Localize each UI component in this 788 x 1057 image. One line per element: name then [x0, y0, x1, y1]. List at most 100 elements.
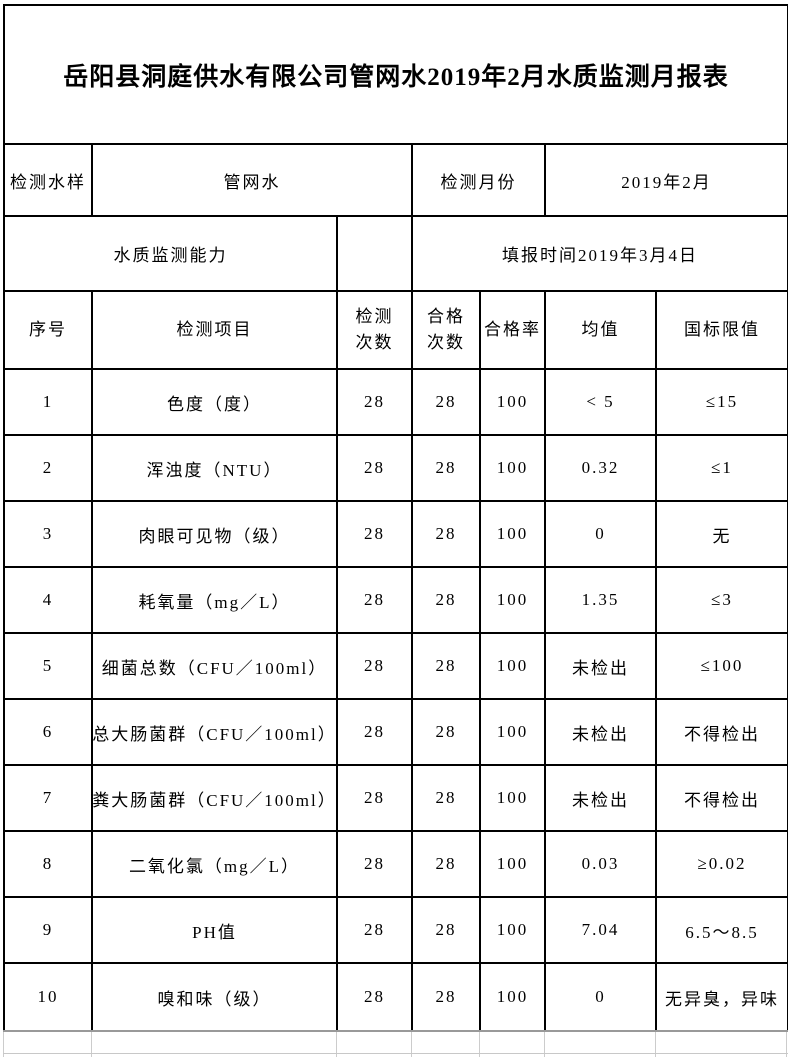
cell-mean: 未检出: [546, 766, 657, 830]
cell-test-count: 28: [338, 700, 413, 764]
cell-limit: ≥0.02: [697, 854, 747, 873]
month-value-cell: 2019年2月: [621, 172, 712, 192]
table-row: 3 肉眼可见物（级） 28 28 100 0 无: [5, 502, 787, 568]
col-header-pass-rate: 合格率: [481, 292, 546, 368]
gridline: [3, 1053, 788, 1054]
cell-index: 8: [5, 832, 93, 896]
report-time-cell: 填报时间2019年3月4日: [502, 246, 698, 265]
cell-pass-rate: 100: [481, 370, 546, 434]
cell-pass-rate: 100: [481, 634, 546, 698]
cell-limit: 不得检出: [684, 790, 760, 810]
table-row: 10 嗅和味（级） 28 28 100 0 无异臭，异味: [5, 964, 787, 1030]
report-table: 岳阳县洞庭供水有限公司管网水2019年2月水质监测月报表 检测水样 管网水 检测…: [3, 4, 788, 1032]
cell-index: 9: [5, 898, 93, 962]
cell-pass-rate: 100: [481, 964, 546, 1030]
cell-item: 色度（度）: [93, 370, 338, 434]
cell-test-count: 28: [338, 502, 413, 566]
gridline: [786, 1032, 787, 1057]
cell-pass-count: 28: [413, 568, 481, 632]
gridline: [3, 1032, 4, 1057]
cell-pass-count: 28: [413, 436, 481, 500]
cell-pass-rate: 100: [481, 502, 546, 566]
cell-item: 细菌总数（CFU／100ml）: [93, 634, 338, 698]
cell-index: 7: [5, 766, 93, 830]
cell-mean: 0: [546, 964, 657, 1030]
gridline: [544, 1032, 545, 1057]
empty-cell: [338, 217, 413, 290]
cell-pass-count: 28: [413, 898, 481, 962]
table-row: 1 色度（度） 28 28 100 < 5 ≤15: [5, 370, 787, 436]
cell-pass-count: 28: [413, 370, 481, 434]
cell-item: 浑浊度（NTU）: [93, 436, 338, 500]
cell-mean: < 5: [546, 370, 657, 434]
cell-item: 耗氧量（mg／L）: [93, 568, 338, 632]
cell-pass-count: 28: [413, 964, 481, 1030]
capability-label-cell: 水质监测能力: [5, 217, 338, 290]
column-header-row: 序号 检测项目 检测 次数 合格 次数 合格率 均值 国标限值: [5, 292, 787, 370]
cell-test-count: 28: [338, 370, 413, 434]
col-header-mean: 均值: [546, 292, 657, 368]
page-title: 岳阳县洞庭供水有限公司管网水2019年2月水质监测月报表: [63, 63, 729, 91]
cell-limit: ≤3: [711, 590, 733, 609]
cell-index: 5: [5, 634, 93, 698]
cell-limit: 6.5～8.5: [685, 922, 759, 942]
cell-limit: 无异臭，异味: [665, 989, 779, 1009]
table-row: 6 总大肠菌群（CFU／100ml） 28 28 100 未检出 不得检出: [5, 700, 787, 766]
cell-mean: 1.35: [546, 568, 657, 632]
sample-month-row: 检测水样 管网水 检测月份 2019年2月: [5, 145, 787, 217]
cell-item: 嗅和味（级）: [93, 964, 338, 1030]
capability-row: 水质监测能力 填报时间2019年3月4日: [5, 217, 787, 292]
title-row: 岳阳县洞庭供水有限公司管网水2019年2月水质监测月报表: [5, 6, 787, 145]
cell-test-count: 28: [338, 898, 413, 962]
month-label-cell: 检测月份: [413, 145, 546, 215]
gridline: [655, 1032, 656, 1057]
col-header-pass-count: 合格 次数: [413, 292, 481, 368]
cell-limit: 不得检出: [684, 724, 760, 744]
gridline: [479, 1032, 480, 1057]
cell-item: 粪大肠菌群（CFU／100ml）: [92, 766, 338, 830]
cell-test-count: 28: [338, 436, 413, 500]
cell-index: 6: [5, 700, 93, 764]
cell-limit: 无: [712, 526, 732, 546]
cell-mean: 0.32: [546, 436, 657, 500]
col-header-test-count: 检测 次数: [338, 292, 413, 368]
cell-item: 总大肠菌群（CFU／100ml）: [92, 700, 338, 764]
cell-index: 2: [5, 436, 93, 500]
cell-item: PH值: [93, 898, 338, 962]
cell-item: 肉眼可见物（级）: [93, 502, 338, 566]
cell-mean: 0: [546, 502, 657, 566]
table-row: 9 PH值 28 28 100 7.04 6.5～8.5: [5, 898, 787, 964]
cell-test-count: 28: [338, 766, 413, 830]
cell-limit: ≤1: [711, 458, 733, 477]
sample-label-cell: 检测水样: [5, 145, 93, 215]
cell-pass-rate: 100: [481, 766, 546, 830]
cell-test-count: 28: [338, 964, 413, 1030]
table-row: 8 二氧化氯（mg／L） 28 28 100 0.03 ≥0.02: [5, 832, 787, 898]
cell-test-count: 28: [338, 634, 413, 698]
cell-index: 3: [5, 502, 93, 566]
cell-mean: 未检出: [546, 700, 657, 764]
cell-pass-rate: 100: [481, 700, 546, 764]
cell-pass-rate: 100: [481, 568, 546, 632]
gridline: [336, 1032, 337, 1057]
cell-mean: 0.03: [546, 832, 657, 896]
cell-test-count: 28: [338, 568, 413, 632]
spreadsheet-gridline-area: [3, 1030, 788, 1057]
cell-pass-rate: 100: [481, 436, 546, 500]
table-row: 2 浑浊度（NTU） 28 28 100 0.32 ≤1: [5, 436, 787, 502]
gridline: [411, 1032, 412, 1057]
cell-pass-count: 28: [413, 766, 481, 830]
cell-pass-count: 28: [413, 502, 481, 566]
table-row: 5 细菌总数（CFU／100ml） 28 28 100 未检出 ≤100: [5, 634, 787, 700]
col-header-index: 序号: [5, 292, 93, 368]
cell-pass-count: 28: [413, 634, 481, 698]
cell-pass-rate: 100: [481, 898, 546, 962]
cell-index: 4: [5, 568, 93, 632]
col-header-item: 检测项目: [93, 292, 338, 368]
cell-mean: 7.04: [546, 898, 657, 962]
cell-item: 二氧化氯（mg／L）: [93, 832, 338, 896]
cell-limit: ≤15: [705, 392, 739, 411]
table-row: 4 耗氧量（mg／L） 28 28 100 1.35 ≤3: [5, 568, 787, 634]
cell-pass-count: 28: [413, 700, 481, 764]
cell-test-count: 28: [338, 832, 413, 896]
